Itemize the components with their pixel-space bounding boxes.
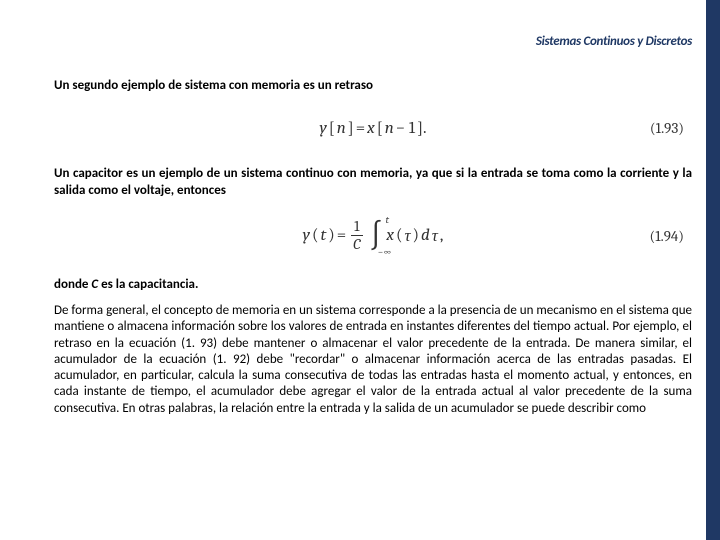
eq2-rpc: ) [413, 226, 420, 245]
eq1-minus: − 1 [396, 119, 415, 138]
equation-2-expression: y(t) = 1 C ∫ t −∞ x(τ)dτ, [303, 216, 444, 256]
equation-1-label: (1.93) [650, 119, 684, 137]
eq2-int-lower: −∞ [378, 246, 392, 258]
eq2-comma: , [440, 226, 444, 245]
eq2-pc: ) [328, 226, 335, 245]
eq2-int-upper: t [386, 214, 389, 226]
donde-line: donde C es la capacitancia. [54, 277, 692, 293]
eq2-equals: = [337, 226, 346, 245]
equation-1: y[n] = x[n − 1]. (1.93) [54, 108, 692, 148]
eq1-n: n [337, 119, 346, 138]
eq2-integral: ∫ t −∞ [370, 216, 383, 256]
eq2-rpo: ( [396, 226, 403, 245]
equation-1-expression: y[n] = x[n − 1]. [319, 119, 426, 138]
eq2-x: x [386, 226, 394, 245]
equation-2: y(t) = 1 C ∫ t −∞ x(τ)dτ, (1.94) [54, 213, 692, 259]
eq1-rbrc: ]. [417, 119, 426, 138]
eq2-po: ( [312, 226, 319, 245]
right-accent-bar [706, 0, 720, 540]
eq1-x: x [367, 119, 375, 138]
eq1-brc: ] [348, 119, 354, 138]
eq2-t: t [320, 226, 326, 245]
eq1-y: y [319, 119, 326, 138]
eq2-fraction: 1 C [350, 219, 363, 252]
page-header: Sistemas Continuos y Discretos [536, 34, 692, 49]
donde-pre: donde [54, 277, 91, 292]
intro-paragraph-1: Un segundo ejemplo de sistema con memori… [54, 78, 692, 94]
eq2-tau: τ [404, 226, 410, 246]
equation-2-label: (1.94) [649, 227, 684, 245]
eq1-rn: n [385, 119, 394, 138]
donde-post: es la capacitancia. [98, 277, 198, 292]
eq2-frac-den: C [350, 236, 363, 252]
intro-paragraph-2: Un capacitor es un ejemplo de un sistema… [54, 166, 692, 199]
eq2-frac-num: 1 [351, 219, 362, 236]
eq1-bro: [ [329, 119, 335, 138]
eq2-d: d [421, 226, 430, 245]
page-content: Un segundo ejemplo de sistema con memori… [54, 78, 692, 427]
eq2-tau2: τ [432, 226, 438, 246]
eq1-equals: = [356, 119, 365, 138]
eq1-rbro: [ [377, 119, 383, 138]
eq2-y: y [303, 226, 310, 245]
body-paragraph: De forma general, el concepto de memoria… [54, 303, 692, 417]
